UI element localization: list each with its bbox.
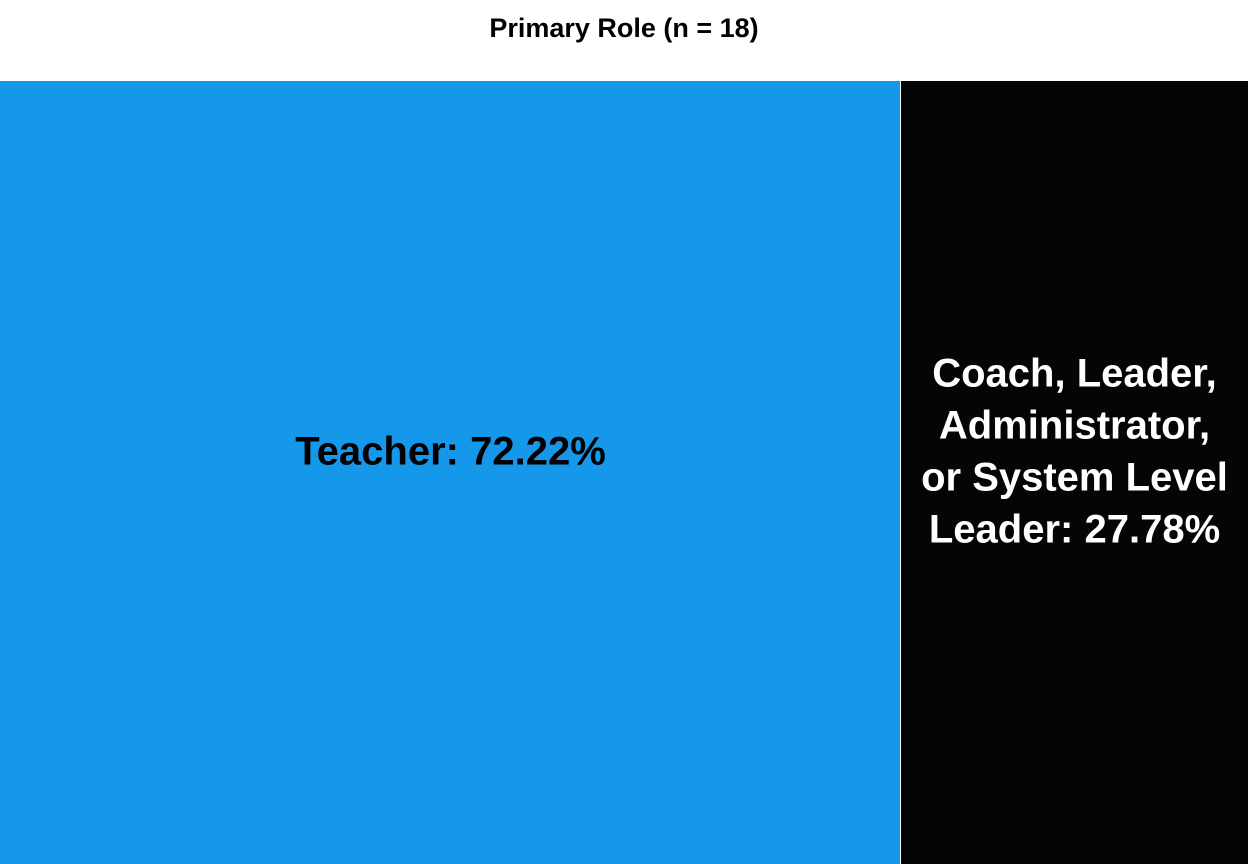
treemap-tile-label-1: Coach, Leader, Administrator, or System Le…	[921, 352, 1228, 552]
treemap-tile-label-line: Coach, Leader,	[932, 352, 1217, 396]
treemap-tile-label-line: or System Level	[921, 456, 1228, 500]
treemap-chart: Teacher: 72.22% Coach, Leader, Administrat…	[0, 81, 1248, 864]
chart-title: Primary Role (n = 18)	[489, 13, 759, 43]
treemap-tile-0	[0, 81, 900, 864]
treemap-tile-label-0: Teacher: 72.22%	[295, 430, 606, 474]
treemap-tile-label-line: Teacher: 72.22%	[295, 430, 606, 474]
treemap-tile-1	[901, 81, 1248, 864]
treemap-tile-label-line: Leader: 27.78%	[929, 508, 1220, 552]
treemap-tile-label-line: Administrator,	[939, 404, 1210, 448]
